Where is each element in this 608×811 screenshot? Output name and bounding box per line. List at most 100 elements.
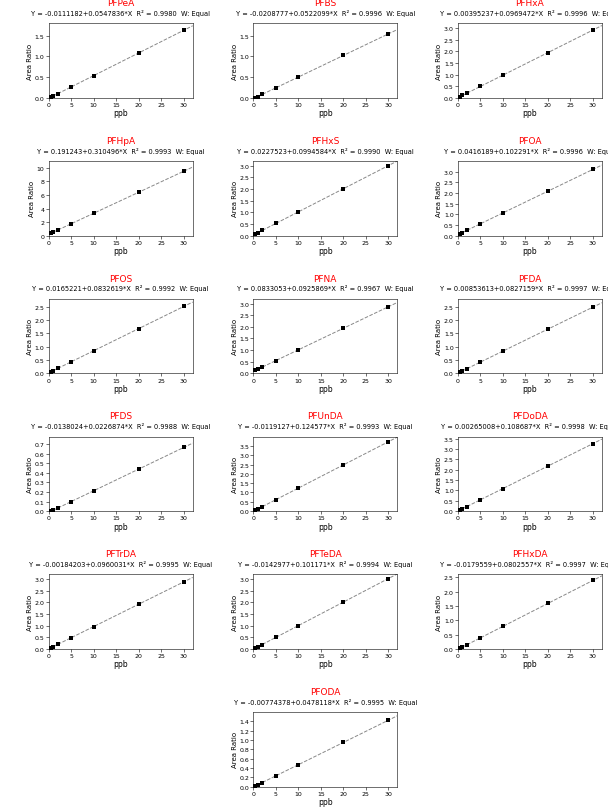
Point — [271, 494, 281, 507]
Point — [339, 323, 348, 336]
Point — [253, 363, 263, 376]
Text: Y = -0.0208777+0.0522099*X  R² = 0.9996  W: Equal: Y = -0.0208777+0.0522099*X R² = 0.9996 W… — [236, 10, 415, 17]
Point — [475, 632, 485, 645]
Point — [384, 160, 393, 173]
Point — [498, 620, 508, 633]
Point — [257, 638, 267, 651]
Y-axis label: Area Ratio: Area Ratio — [27, 457, 33, 492]
Point — [250, 642, 260, 654]
Point — [250, 228, 260, 241]
Point — [543, 47, 553, 60]
Y-axis label: Area Ratio: Area Ratio — [232, 457, 238, 492]
Point — [134, 47, 143, 60]
Point — [339, 183, 348, 196]
Y-axis label: Area Ratio: Area Ratio — [437, 457, 443, 492]
Point — [498, 345, 508, 358]
Point — [179, 301, 188, 314]
Text: PFOA: PFOA — [518, 136, 542, 145]
Point — [66, 81, 76, 94]
Point — [457, 503, 467, 516]
X-axis label: ppb: ppb — [113, 109, 128, 118]
Point — [462, 88, 472, 101]
Text: PFTeDA: PFTeDA — [309, 549, 342, 558]
Point — [462, 225, 472, 238]
Point — [457, 227, 467, 240]
Point — [271, 631, 281, 644]
Point — [46, 92, 56, 105]
Point — [179, 441, 188, 454]
X-axis label: ppb: ppb — [318, 247, 333, 255]
Text: Y = -0.0119127+0.124577*X  R² = 0.9993  W: Equal: Y = -0.0119127+0.124577*X R² = 0.9993 W:… — [238, 423, 413, 430]
Point — [179, 165, 188, 178]
X-axis label: ppb: ppb — [522, 522, 537, 531]
Point — [257, 776, 267, 789]
Point — [455, 642, 465, 655]
Text: Y = 0.00395237+0.0969472*X  R² = 0.9996  W: Equal: Y = 0.00395237+0.0969472*X R² = 0.9996 W… — [440, 10, 608, 17]
Point — [384, 301, 393, 314]
Point — [134, 598, 143, 611]
Point — [498, 70, 508, 83]
X-axis label: ppb: ppb — [113, 247, 128, 255]
Point — [294, 620, 303, 633]
Text: PFPeA: PFPeA — [107, 0, 134, 8]
Point — [257, 500, 267, 513]
Text: Y = 0.0165221+0.0832619*X  R² = 0.9992  W: Equal: Y = 0.0165221+0.0832619*X R² = 0.9992 W:… — [32, 285, 209, 292]
Point — [543, 186, 553, 199]
Point — [66, 632, 76, 645]
Text: Y = 0.00265008+0.108687*X  R² = 0.9998  W: Equal: Y = 0.00265008+0.108687*X R² = 0.9998 W:… — [441, 423, 608, 430]
Point — [455, 504, 465, 517]
Point — [53, 502, 63, 515]
Text: PFUnDA: PFUnDA — [308, 412, 343, 421]
Point — [253, 503, 263, 516]
Point — [257, 225, 267, 238]
Y-axis label: Area Ratio: Area Ratio — [27, 319, 33, 354]
Point — [271, 82, 281, 95]
Point — [294, 344, 303, 357]
Y-axis label: Area Ratio: Area Ratio — [232, 732, 238, 767]
Point — [455, 366, 465, 379]
Text: PFNA: PFNA — [314, 274, 337, 283]
Point — [66, 496, 76, 508]
Point — [250, 364, 260, 377]
Point — [294, 758, 303, 771]
Point — [543, 324, 553, 337]
X-axis label: ppb: ppb — [318, 659, 333, 668]
Text: PFHxS: PFHxS — [311, 136, 339, 145]
Point — [384, 436, 393, 448]
Point — [384, 573, 393, 586]
Text: Y = 0.0833053+0.0925869*X  R² = 0.9967  W: Equal: Y = 0.0833053+0.0925869*X R² = 0.9967 W:… — [237, 285, 413, 292]
Point — [48, 504, 58, 517]
Text: Y = 0.00853613+0.0827159*X  R² = 0.9997  W: Equal: Y = 0.00853613+0.0827159*X R² = 0.9997 W… — [440, 285, 608, 292]
Point — [475, 218, 485, 231]
Point — [455, 228, 465, 241]
Point — [339, 736, 348, 749]
X-axis label: ppb: ppb — [113, 384, 128, 393]
Point — [250, 92, 260, 105]
Text: Y = -0.0111182+0.0547836*X  R² = 0.9980  W: Equal: Y = -0.0111182+0.0547836*X R² = 0.9980 W… — [31, 10, 210, 17]
Point — [46, 642, 56, 654]
Point — [455, 91, 465, 104]
Point — [89, 620, 98, 633]
Point — [588, 24, 598, 37]
X-axis label: ppb: ppb — [318, 384, 333, 393]
Point — [89, 485, 98, 498]
Point — [53, 88, 63, 101]
Y-axis label: Area Ratio: Area Ratio — [437, 594, 443, 630]
Point — [294, 206, 303, 219]
Y-axis label: Area Ratio: Area Ratio — [232, 44, 238, 79]
X-axis label: ppb: ppb — [113, 522, 128, 531]
Y-axis label: Area Ratio: Area Ratio — [437, 44, 443, 79]
Point — [462, 363, 472, 375]
Point — [250, 504, 260, 517]
Point — [384, 714, 393, 727]
X-axis label: ppb: ppb — [318, 109, 333, 118]
Point — [46, 227, 56, 240]
Point — [294, 71, 303, 84]
X-axis label: ppb: ppb — [522, 109, 537, 118]
Text: PFDS: PFDS — [109, 412, 133, 421]
Point — [253, 641, 263, 654]
Text: PFOS: PFOS — [109, 274, 133, 283]
Point — [462, 500, 472, 513]
Text: PFHxA: PFHxA — [516, 0, 544, 8]
Point — [48, 226, 58, 239]
